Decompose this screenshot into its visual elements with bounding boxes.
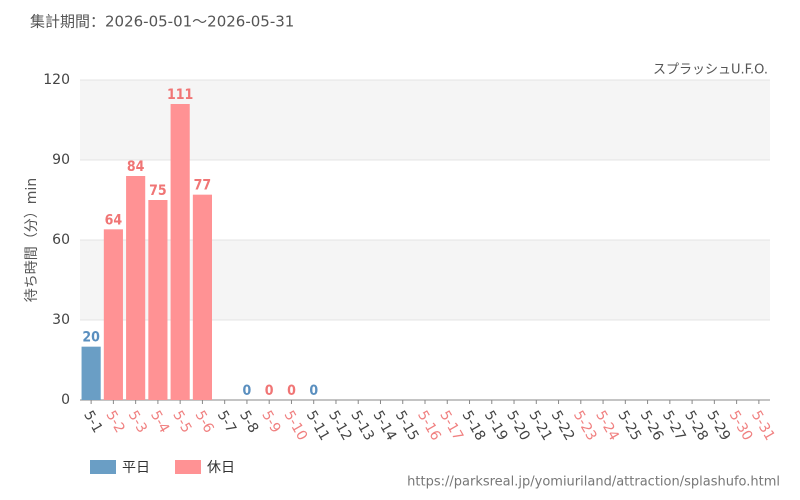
- legend-label: 平日: [122, 460, 150, 476]
- source-url: https://parksreal.jp/yomiuriland/attract…: [407, 475, 780, 490]
- data-label: 20: [82, 330, 100, 346]
- legend-swatch: [175, 460, 201, 474]
- data-label: 0: [243, 383, 252, 399]
- y-tick-label: 30: [52, 312, 70, 328]
- x-tick-label: 5-4: [147, 408, 172, 436]
- x-tick-label: 5-1: [80, 408, 105, 436]
- x-tick-label: 5-6: [191, 408, 216, 436]
- x-tick-label: 5-2: [102, 408, 127, 436]
- data-label: 84: [127, 159, 145, 175]
- data-label: 64: [105, 212, 123, 228]
- data-label: 0: [265, 383, 274, 399]
- data-label: 75: [149, 183, 167, 199]
- legend-swatch: [90, 460, 116, 474]
- bar: [170, 104, 190, 400]
- x-tick-label: 5-3: [125, 408, 150, 436]
- data-label: 0: [309, 383, 318, 399]
- chart-title: 集計期間：2026-05-01～2026-05-31: [30, 13, 294, 31]
- x-tick-label: 5-31: [748, 408, 778, 444]
- x-tick-label: 5-7: [214, 408, 239, 436]
- bar: [148, 200, 168, 400]
- y-tick-label: 90: [52, 152, 70, 168]
- y-tick-label: 60: [52, 232, 70, 248]
- data-label: 77: [194, 178, 212, 194]
- data-label: 0: [287, 383, 296, 399]
- y-axis-title: 待ち時間（分）min: [24, 178, 40, 302]
- bar: [103, 229, 123, 400]
- legend-label: 休日: [207, 460, 235, 476]
- x-tick-label: 5-9: [258, 408, 283, 436]
- x-tick-label: 5-8: [236, 408, 261, 436]
- bar: [81, 346, 101, 400]
- bar: [192, 194, 212, 400]
- bar: [126, 176, 146, 400]
- data-label: 111: [167, 87, 193, 103]
- plot-band: [80, 80, 770, 160]
- y-tick-label: 0: [61, 392, 70, 408]
- x-tick-label: 5-5: [169, 408, 194, 436]
- chart-subtitle: スプラッシュU.F.O.: [653, 63, 768, 78]
- y-tick-label: 120: [43, 72, 70, 88]
